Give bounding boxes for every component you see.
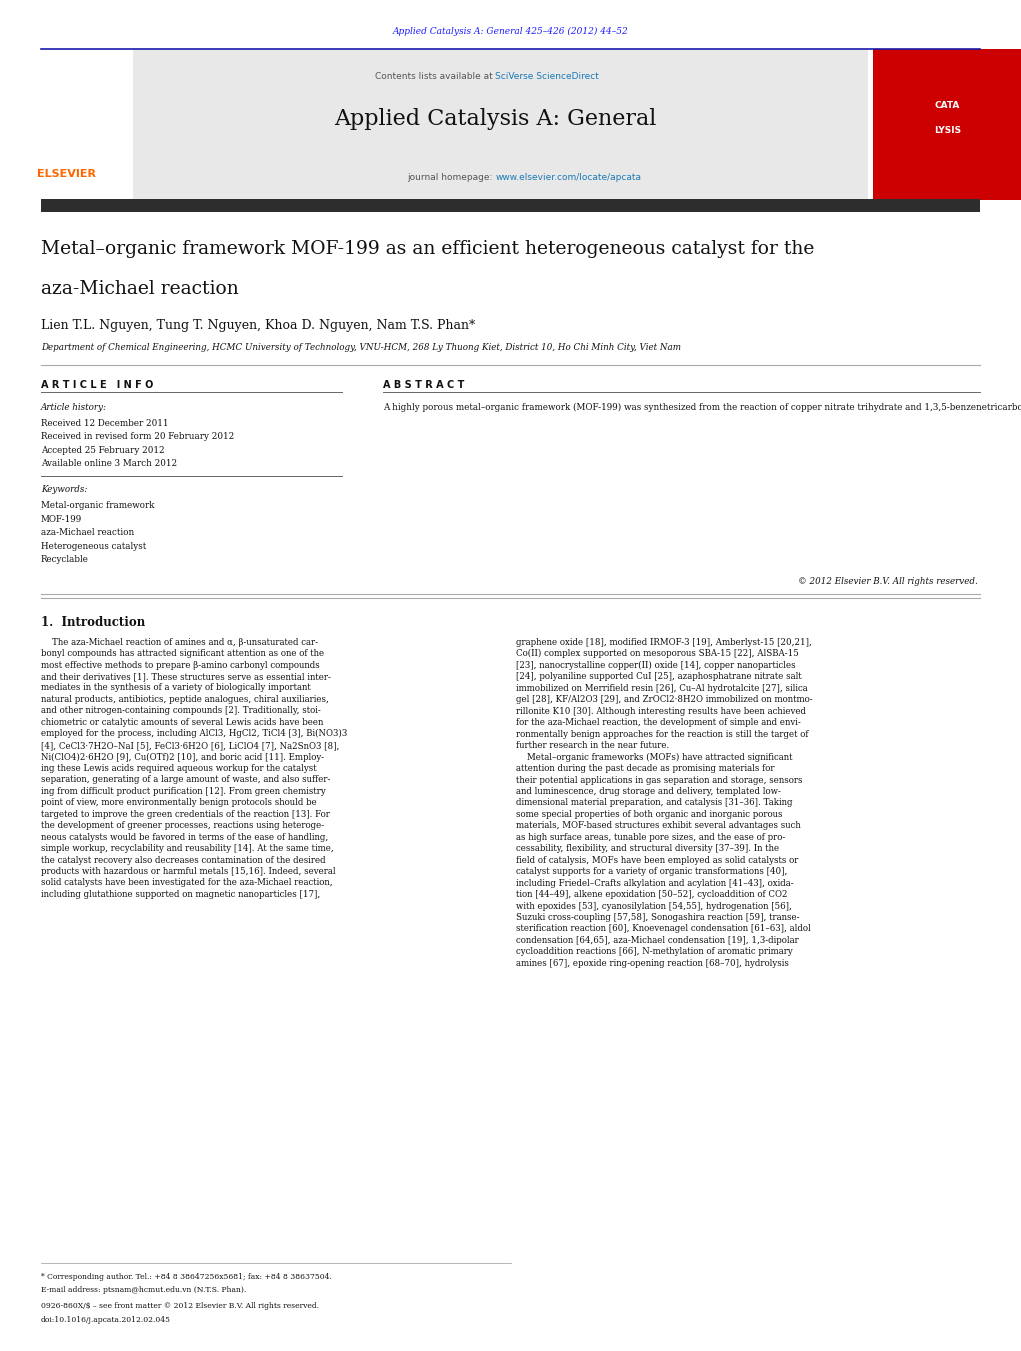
- Text: Metal-organic framework: Metal-organic framework: [41, 501, 154, 511]
- Text: A B S T R A C T: A B S T R A C T: [383, 380, 465, 389]
- Text: © 2012 Elsevier B.V. All rights reserved.: © 2012 Elsevier B.V. All rights reserved…: [798, 577, 978, 586]
- Text: SciVerse ScienceDirect: SciVerse ScienceDirect: [495, 72, 599, 81]
- Text: Article history:: Article history:: [41, 403, 107, 412]
- Bar: [873, 49, 1021, 200]
- Text: Metal–organic framework MOF-199 as an efficient heterogeneous catalyst for the: Metal–organic framework MOF-199 as an ef…: [41, 240, 814, 258]
- Text: aza-Michael reaction: aza-Michael reaction: [41, 280, 239, 297]
- Text: Department of Chemical Engineering, HCMC University of Technology, VNU-HCM, 268 : Department of Chemical Engineering, HCMC…: [41, 343, 681, 353]
- Text: www.elsevier.com/locate/apcata: www.elsevier.com/locate/apcata: [495, 173, 641, 182]
- Text: 1.  Introduction: 1. Introduction: [41, 616, 145, 630]
- Text: LYSIS: LYSIS: [934, 126, 961, 135]
- Bar: [41, 199, 980, 212]
- Text: * Corresponding author. Tel.: +84 8 38647256x5681; fax: +84 8 38637504.: * Corresponding author. Tel.: +84 8 3864…: [41, 1273, 332, 1281]
- Text: aza-Michael reaction: aza-Michael reaction: [41, 528, 134, 538]
- Bar: [0, 49, 133, 200]
- Text: 0926-860X/$ – see front matter © 2012 Elsevier B.V. All rights reserved.: 0926-860X/$ – see front matter © 2012 El…: [41, 1302, 319, 1310]
- Text: Applied Catalysis A: General: Applied Catalysis A: General: [334, 108, 657, 130]
- Text: E-mail address: ptsnam@hcmut.edu.vn (N.T.S. Phan).: E-mail address: ptsnam@hcmut.edu.vn (N.T…: [41, 1286, 246, 1294]
- Text: graphene oxide [18], modified IRMOF-3 [19], Amberlyst-15 [20,21],
Co(II) complex: graphene oxide [18], modified IRMOF-3 [1…: [516, 638, 813, 967]
- Text: Applied Catalysis A: General 425–426 (2012) 44–52: Applied Catalysis A: General 425–426 (20…: [393, 27, 628, 36]
- Text: Available online 3 March 2012: Available online 3 March 2012: [41, 459, 177, 469]
- Text: Lien T.L. Nguyen, Tung T. Nguyen, Khoa D. Nguyen, Nam T.S. Phan*: Lien T.L. Nguyen, Tung T. Nguyen, Khoa D…: [41, 319, 475, 332]
- Text: The aza-Michael reaction of amines and α, β-unsaturated car-
bonyl compounds has: The aza-Michael reaction of amines and α…: [41, 638, 347, 898]
- Bar: [133, 49, 868, 200]
- Text: A R T I C L E   I N F O: A R T I C L E I N F O: [41, 380, 153, 389]
- Text: Recyclable: Recyclable: [41, 555, 89, 565]
- Text: Received in revised form 20 February 2012: Received in revised form 20 February 201…: [41, 432, 234, 442]
- Text: MOF-199: MOF-199: [41, 515, 82, 524]
- Text: A highly porous metal–organic framework (MOF-199) was synthesized from the react: A highly porous metal–organic framework …: [383, 403, 1021, 412]
- Text: ELSEVIER: ELSEVIER: [37, 169, 96, 178]
- Text: doi:10.1016/j.apcata.2012.02.045: doi:10.1016/j.apcata.2012.02.045: [41, 1316, 171, 1324]
- Text: CATA: CATA: [935, 101, 960, 111]
- Text: Received 12 December 2011: Received 12 December 2011: [41, 419, 168, 428]
- Text: Heterogeneous catalyst: Heterogeneous catalyst: [41, 542, 146, 551]
- Text: Keywords:: Keywords:: [41, 485, 87, 494]
- Text: Contents lists available at: Contents lists available at: [375, 72, 495, 81]
- Text: journal homepage:: journal homepage:: [407, 173, 495, 182]
- Text: Accepted 25 February 2012: Accepted 25 February 2012: [41, 446, 164, 455]
